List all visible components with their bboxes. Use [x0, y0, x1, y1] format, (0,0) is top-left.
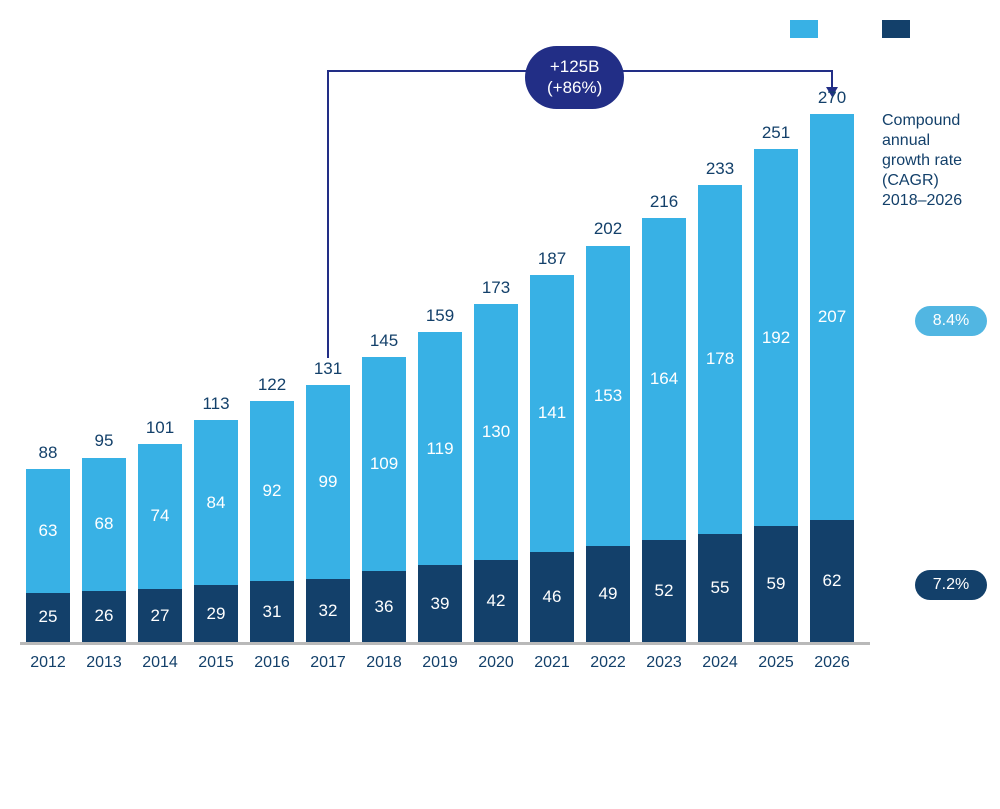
bar-bottom-value: 59	[754, 526, 798, 642]
year-label: 2019	[418, 654, 462, 672]
year-label: 2012	[26, 654, 70, 672]
cagr-top-pill: 8.4%	[915, 306, 987, 336]
year-label: 2024	[698, 654, 742, 672]
bar-top-value: 153	[586, 246, 630, 546]
bar-top-value: 99	[306, 385, 350, 579]
bar-total-label: 122	[250, 375, 294, 395]
bar-bottom-value: 39	[418, 565, 462, 642]
bar-top-value: 84	[194, 420, 238, 585]
bar-bottom-value: 52	[642, 540, 686, 642]
bar-top-value: 63	[26, 469, 70, 593]
bar-bottom-value: 27	[138, 589, 182, 642]
bar-bottom-value: 32	[306, 579, 350, 642]
bar-total-label: 270	[810, 88, 854, 108]
bar-bottom-value: 26	[82, 591, 126, 642]
bar-total-label: 202	[586, 219, 630, 239]
year-label: 2026	[810, 654, 854, 672]
legend-swatch-bottom	[882, 20, 910, 38]
bar-top-value: 119	[418, 332, 462, 566]
bar-total-label: 173	[474, 278, 518, 298]
bar-total-label: 216	[642, 192, 686, 212]
bar-top-value: 178	[698, 185, 742, 534]
bar-top-value: 164	[642, 218, 686, 540]
bar-top-value: 68	[82, 458, 126, 591]
chart: +125B (+86%) 256388201226689520132774101…	[20, 20, 980, 790]
bar-total-label: 159	[418, 306, 462, 326]
legend	[730, 20, 910, 42]
bar-total-label: 145	[362, 331, 406, 351]
bar-total-label: 251	[754, 123, 798, 143]
bar-top-value: 192	[754, 149, 798, 526]
year-label: 2023	[642, 654, 686, 672]
bar-total-label: 233	[698, 159, 742, 179]
year-label: 2018	[362, 654, 406, 672]
bar-total-label: 88	[26, 443, 70, 463]
year-label: 2020	[474, 654, 518, 672]
bar-bottom-value: 25	[26, 593, 70, 642]
bar-total-label: 95	[82, 431, 126, 451]
bars-area: 2563882012266895201327741012014298411320…	[20, 72, 870, 645]
cagr-bottom-pill: 7.2%	[915, 570, 987, 600]
cagr-heading: Compoundannualgrowth rate(CAGR)2018–2026	[882, 111, 962, 211]
bar-bottom-value: 46	[530, 552, 574, 642]
bar-top-value: 130	[474, 304, 518, 559]
year-label: 2025	[754, 654, 798, 672]
year-label: 2022	[586, 654, 630, 672]
bar-bottom-value: 62	[810, 520, 854, 642]
bar-total-label: 131	[306, 359, 350, 379]
bar-bottom-value: 29	[194, 585, 238, 642]
year-label: 2015	[194, 654, 238, 672]
legend-swatch-top	[790, 20, 818, 38]
bar-total-label: 187	[530, 249, 574, 269]
bar-bottom-value: 55	[698, 534, 742, 642]
year-label: 2021	[530, 654, 574, 672]
bar-top-value: 141	[530, 275, 574, 552]
year-label: 2014	[138, 654, 182, 672]
bar-bottom-value: 42	[474, 560, 518, 642]
bar-top-value: 92	[250, 401, 294, 582]
bar-total-label: 113	[194, 394, 238, 414]
bar-top-value: 207	[810, 114, 854, 520]
year-label: 2017	[306, 654, 350, 672]
bar-top-value: 109	[362, 357, 406, 571]
bar-bottom-value: 36	[362, 571, 406, 642]
bar-bottom-value: 31	[250, 581, 294, 642]
year-label: 2016	[250, 654, 294, 672]
bar-total-label: 101	[138, 418, 182, 438]
bar-top-value: 74	[138, 444, 182, 589]
bar-bottom-value: 49	[586, 546, 630, 642]
year-label: 2013	[82, 654, 126, 672]
